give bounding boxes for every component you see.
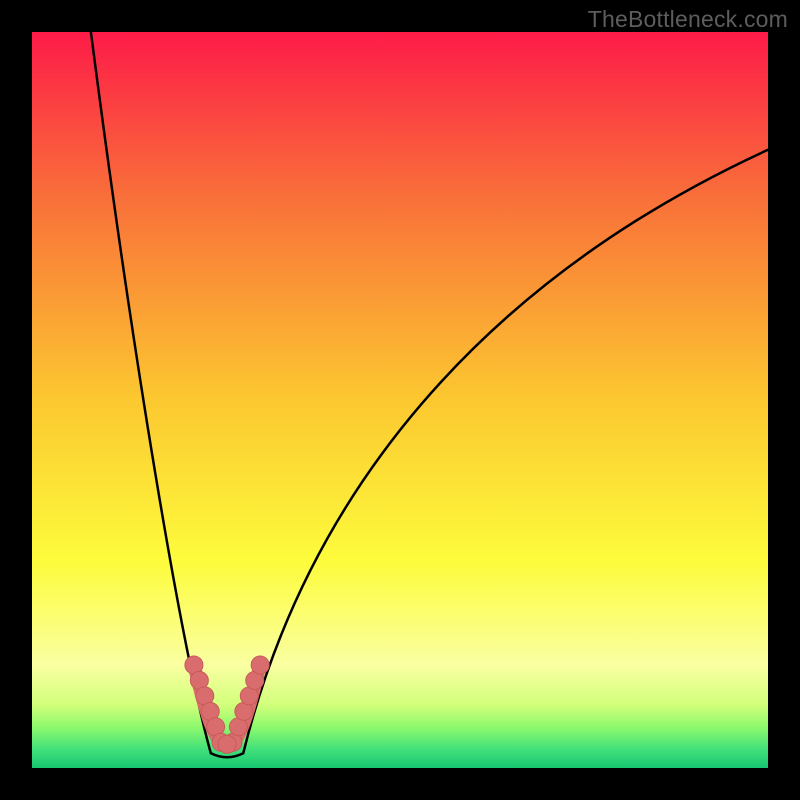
marker-dot [251, 656, 269, 674]
chart-svg [0, 0, 800, 800]
watermark-text: TheBottleneck.com [588, 6, 788, 33]
chart-stage: TheBottleneck.com [0, 0, 800, 800]
marker-dot [218, 735, 236, 753]
